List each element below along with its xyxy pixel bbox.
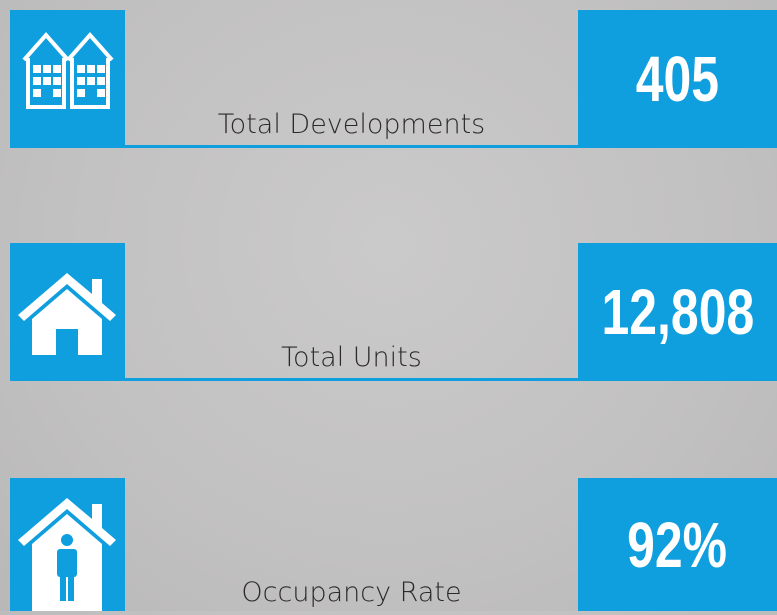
value-box: 405 xyxy=(578,10,777,148)
underline xyxy=(125,145,578,148)
icon-box xyxy=(10,478,125,611)
kpi-value: 12,808 xyxy=(601,276,754,348)
icon-box xyxy=(10,243,125,381)
house-icon xyxy=(18,273,116,355)
value-box: 12,808 xyxy=(578,243,777,381)
apartments-icon xyxy=(22,31,114,109)
kpi-value: 92% xyxy=(627,508,728,581)
occupant-icon xyxy=(18,498,116,611)
kpi-label: Total Developments xyxy=(217,109,486,140)
kpi-label: Occupancy Rate xyxy=(241,577,462,608)
underline xyxy=(125,378,578,381)
icon-box xyxy=(10,10,125,148)
kpi-row: Total Units 12,808 xyxy=(0,243,777,381)
value-box: 92% xyxy=(578,478,777,611)
kpi-label: Total Units xyxy=(281,342,422,373)
kpi-value: 405 xyxy=(635,43,720,115)
kpi-row: Occupancy Rate 92% xyxy=(0,478,777,611)
kpi-row: Total Developments 405 xyxy=(0,10,777,148)
